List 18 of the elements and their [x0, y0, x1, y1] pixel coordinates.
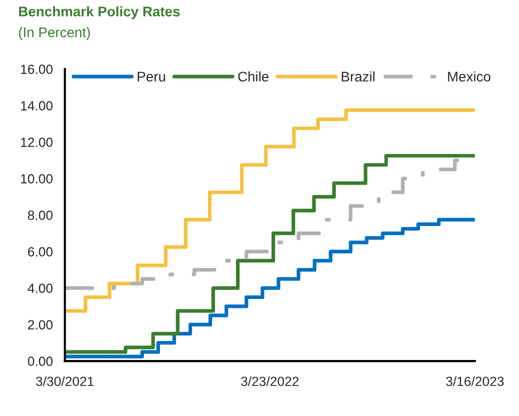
y-tick-label: 6.00 [28, 247, 53, 256]
legend-label: Brazil [342, 71, 374, 82]
y-tick-label: 16.00 [21, 64, 53, 74]
legend-label: Chile [238, 71, 269, 82]
y-tick-label: 0.00 [28, 356, 53, 366]
x-tick-label: 3/23/2022 [241, 376, 299, 386]
y-tick-label: 2.00 [28, 320, 53, 330]
legend-label: Mexico [448, 71, 490, 82]
legend-label: Peru [138, 72, 166, 82]
y-tick-label: 4.00 [28, 284, 53, 293]
chart-subtitle: (In Percent) [19, 27, 90, 40]
chart-title: Benchmark Policy Rates [19, 6, 180, 20]
x-tick-label: 3/30/2021 [36, 376, 94, 386]
y-tick-label: 14.00 [21, 101, 53, 110]
y-tick-label: 12.00 [21, 138, 53, 147]
x-tick-label: 3/16/2023 [446, 376, 504, 386]
y-tick-label: 10.00 [21, 174, 53, 184]
y-tick-label: 8.00 [28, 210, 53, 220]
